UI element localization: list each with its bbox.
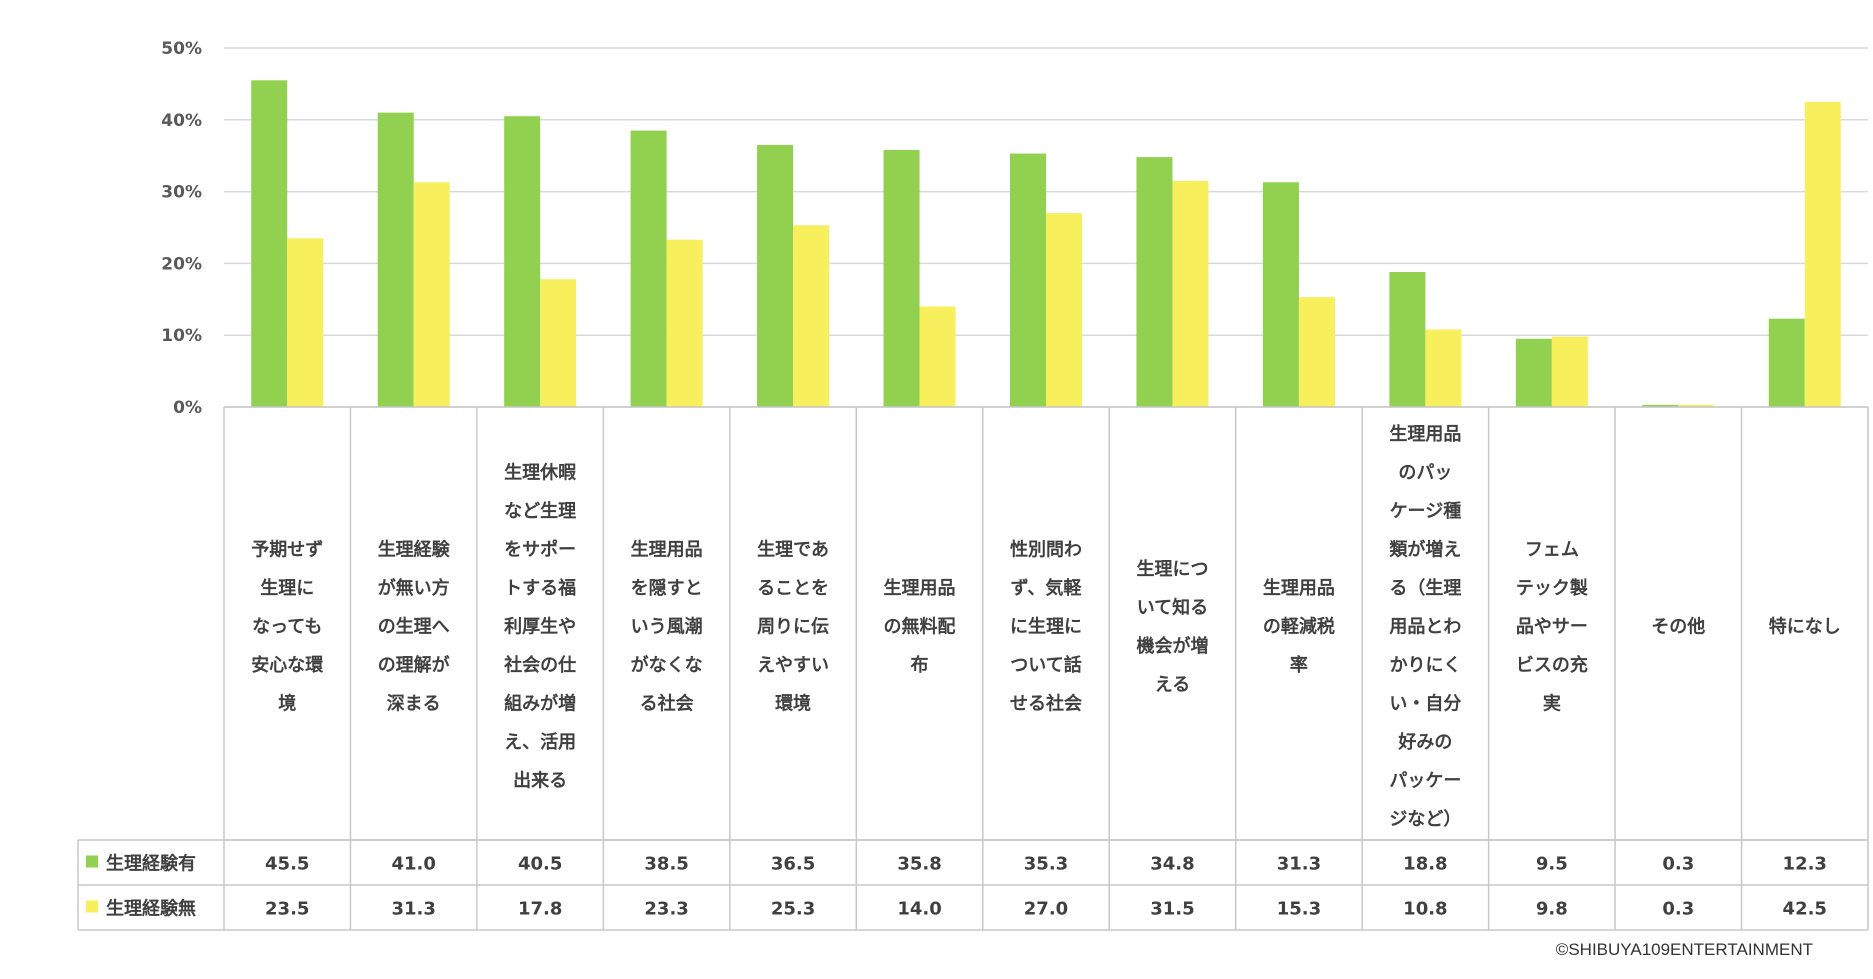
- bar-2: [793, 225, 830, 407]
- data-label: 31.3: [391, 899, 435, 920]
- bar-2: [666, 239, 703, 407]
- data-label: 18.8: [1403, 854, 1447, 875]
- bar-2: [1551, 336, 1588, 407]
- bar-2: [919, 306, 956, 407]
- bar-2: [1678, 404, 1715, 407]
- bar-1: [504, 116, 541, 408]
- category-label: その他: [1651, 616, 1705, 638]
- bar-2: [1298, 297, 1335, 407]
- data-label: 38.5: [644, 854, 688, 875]
- data-label: 25.3: [771, 899, 815, 920]
- data-label: 23.3: [644, 899, 688, 920]
- bar-2: [413, 182, 450, 407]
- data-label: 10.8: [1403, 899, 1447, 920]
- bar-1: [757, 144, 794, 407]
- data-label: 0.3: [1662, 854, 1694, 875]
- bar-1: [630, 130, 667, 407]
- bar-2: [1172, 180, 1209, 407]
- category-label: 生理休暇など生理をサポートする福利厚生や社会の仕組みが増え、活用出来る: [504, 462, 576, 792]
- y-tick-label: 50%: [161, 39, 202, 59]
- y-tick-label: 30%: [161, 183, 202, 203]
- data-label: 27.0: [1024, 899, 1068, 920]
- data-label: 14.0: [897, 899, 941, 920]
- category-label: 生理用品の軽減税率: [1263, 577, 1335, 676]
- bar-1: [1768, 318, 1805, 407]
- category-label: 性別問わず、気軽に生理について話せる社会: [1010, 539, 1082, 715]
- data-label: 34.8: [1150, 854, 1194, 875]
- bar-1: [1389, 272, 1426, 407]
- data-label: 42.5: [1783, 899, 1827, 920]
- bar-1: [377, 112, 414, 408]
- data-label: 9.5: [1536, 854, 1568, 875]
- category-label: 生理用品を隠すという風潮がなくなる社会: [631, 539, 703, 715]
- y-tick-label: 20%: [161, 254, 202, 274]
- category-label: 生理用品のパッケージ種類が増える（生理用品とわかりにくい・自分好みのパッケージな…: [1388, 423, 1461, 830]
- category-label: 特になし: [1769, 616, 1841, 638]
- bar-1: [1642, 404, 1679, 407]
- category-label: フェムテック製品やサービスの充実: [1516, 540, 1588, 715]
- data-label: 45.5: [265, 854, 309, 875]
- bar-1: [1136, 157, 1173, 407]
- y-tick-label: 0%: [173, 398, 202, 418]
- data-label: 35.3: [1024, 854, 1068, 875]
- bar-1: [1010, 153, 1046, 407]
- category-label: 生理経験が無い方の生理への理解が深まる: [378, 539, 451, 715]
- y-tick-label: 40%: [161, 111, 202, 131]
- data-label: 9.8: [1536, 899, 1568, 920]
- data-label: 15.3: [1277, 899, 1321, 920]
- legend-label: 生理経験無: [106, 898, 196, 920]
- legend-key: [86, 855, 98, 868]
- y-tick-label: 10%: [161, 326, 202, 346]
- bar-1: [1515, 338, 1552, 407]
- bar-2: [1804, 101, 1841, 407]
- bar-1: [883, 149, 920, 407]
- bar-2: [1046, 213, 1082, 407]
- data-label: 31.3: [1277, 854, 1321, 875]
- data-label: 17.8: [518, 899, 562, 920]
- data-label: 36.5: [771, 854, 815, 875]
- legend-label: 生理経験有: [106, 853, 196, 875]
- data-label: 40.5: [518, 854, 562, 875]
- category-label: 予期せず生理になっても安心な環境: [251, 540, 324, 715]
- data-label: 35.8: [897, 854, 941, 875]
- data-label: 0.3: [1662, 899, 1694, 920]
- data-label: 41.0: [391, 854, 435, 875]
- category-label: 生理用品の無料配布: [884, 577, 956, 676]
- category-label: 生理について知る機会が増える: [1136, 558, 1208, 696]
- category-label: 生理であることを周りに伝えやすい環境: [757, 539, 829, 715]
- data-label: 23.5: [265, 899, 309, 920]
- bar-2: [540, 279, 577, 407]
- bar-1: [1262, 182, 1299, 407]
- copyright-text: ©SHIBUYA109ENTERTAINMENT: [1555, 940, 1813, 959]
- bar-2: [287, 238, 324, 407]
- data-label: 31.5: [1150, 899, 1194, 920]
- bar-1: [251, 80, 288, 407]
- data-label: 12.3: [1783, 854, 1827, 875]
- legend-key: [86, 900, 98, 913]
- bar-2: [1425, 329, 1462, 407]
